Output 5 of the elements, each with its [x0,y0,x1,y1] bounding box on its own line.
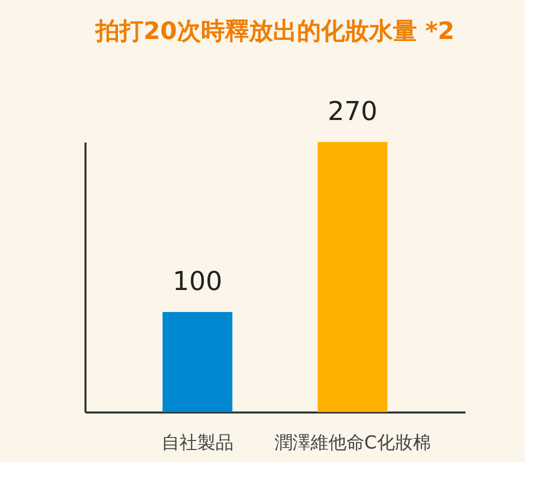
data-label: 270 [328,97,378,127]
x-tick-label: 自社製品 [161,432,234,454]
data-label: 100 [172,267,222,297]
chart-title: 拍打20次時釋放出的化妝水量 *2 [94,17,455,45]
x-tick-label: 潤澤維他命C化妝棉 [274,432,431,454]
